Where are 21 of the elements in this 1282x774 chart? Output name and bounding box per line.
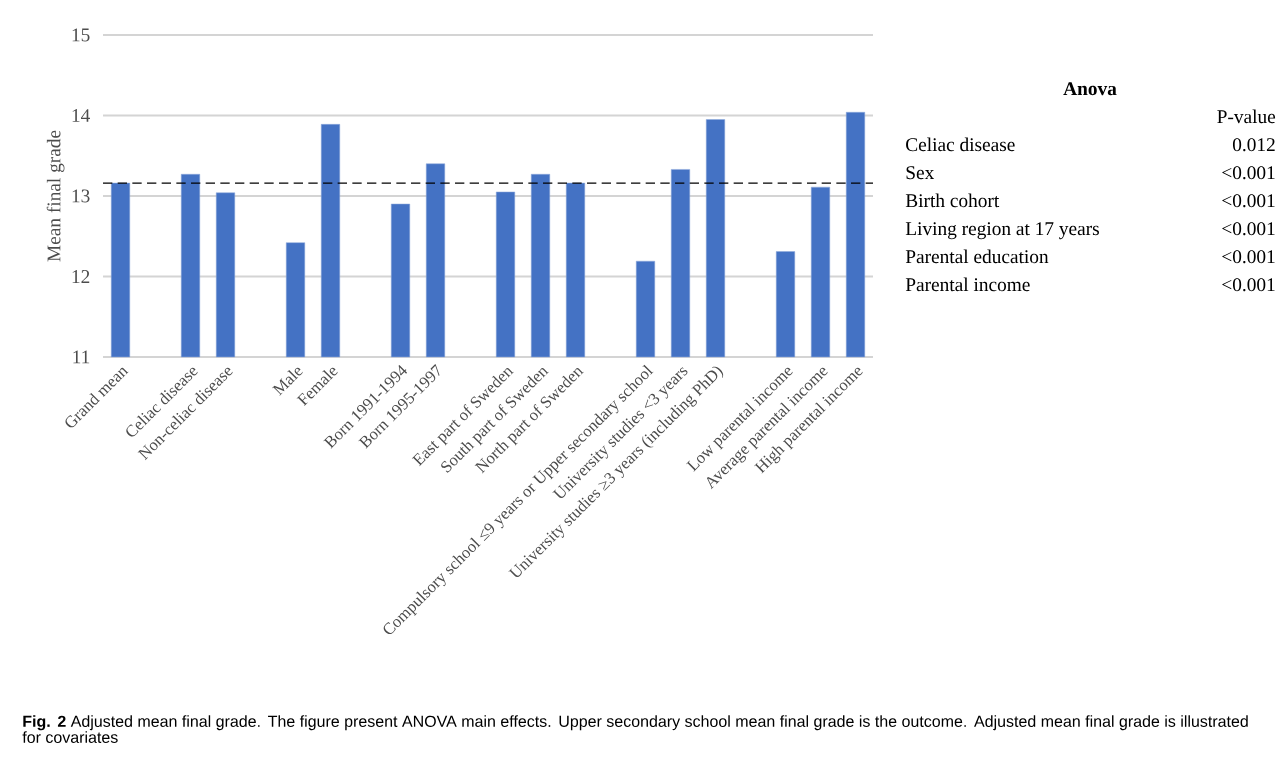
y-axis-title: Mean final grade [46, 130, 65, 262]
text: 0.012 [1232, 138, 1275, 152]
text: <0.001 [1222, 194, 1275, 208]
text: Living region at 17 years [905, 222, 1099, 240]
y-tick-label: 14 [72, 109, 90, 122]
text: P-value [1217, 109, 1276, 124]
text: <0.001 [1222, 250, 1275, 264]
y-tick-label: 12 [72, 270, 90, 283]
text: Celiac disease [906, 137, 1015, 152]
y-tick-label: 11 [73, 350, 90, 364]
text: Birth cohort [905, 193, 1000, 208]
text: <0.001 [1222, 278, 1275, 292]
text: Fig. 2 Adjusted mean final grade. The figure present ANOVA main effects. Upper secondary school mean final grade is the outcome. Adjusted mean final grade is illustrated for covariates [22, 715, 1248, 743]
text: Sex [906, 166, 935, 180]
text: <0.001 [1222, 166, 1275, 180]
y-tick-label: 15 [72, 28, 90, 42]
y-tick-label: 13 [72, 189, 90, 203]
text: Anova [1063, 82, 1117, 96]
text: Parental income [905, 277, 1030, 292]
text: Parental education [905, 249, 1049, 264]
text: <0.001 [1222, 222, 1275, 236]
